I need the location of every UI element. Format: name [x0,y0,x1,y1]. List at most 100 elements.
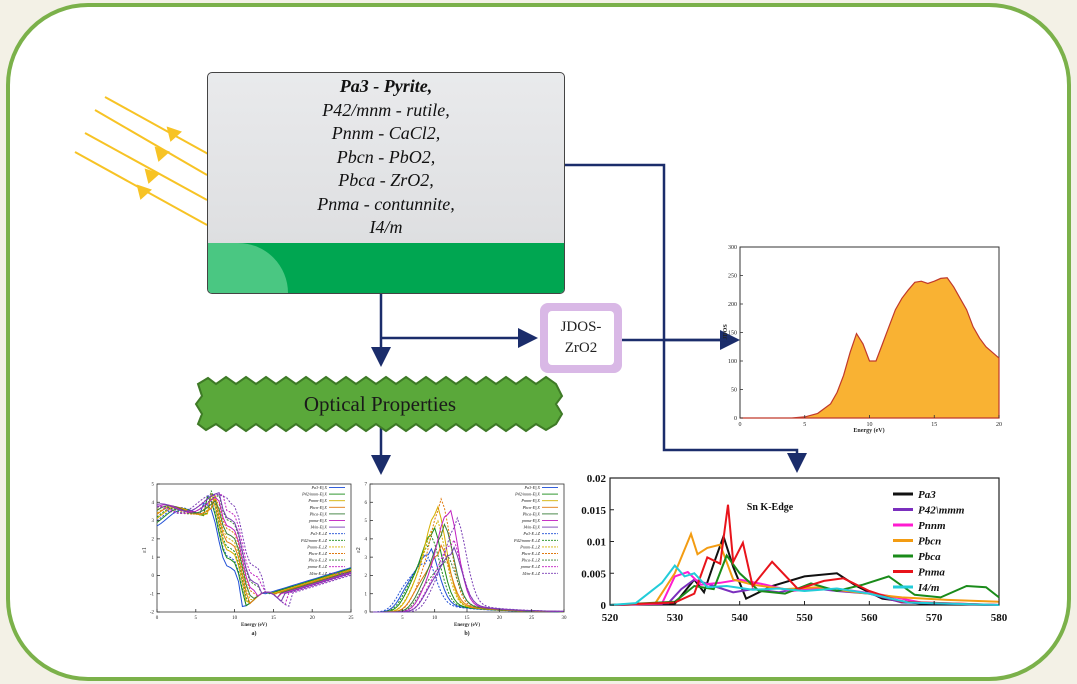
y-tick-label: 5 [152,483,155,488]
x-tick-label: 5 [401,616,404,621]
y-tick-label: 3 [365,556,368,561]
y-tick-label: 1 [365,592,368,597]
y-tick-label: 1 [152,556,155,561]
x-tick-label: 540 [731,612,748,624]
x-tick-label: 530 [667,612,684,624]
legend-label: I4/m-E||X [523,525,541,530]
y-tick-label: 0 [152,574,155,579]
legend-label: Pbca-E⊥Z [520,558,540,563]
jdos-zro2-label: JDOS- ZrO2 [548,311,614,365]
crystal-phases-panel: Pa3 - Pyrite, P42/mnm - rutile, Pnnm - C… [207,72,565,294]
phase-pyrite: Pa3 - Pyrite, [339,76,433,96]
legend-label: Pa3-E⊥Z [309,531,327,536]
y-tick-label: 50 [731,388,737,394]
x-tick-label: 10 [432,616,438,621]
legend-label: Pbcn-E||X [522,505,541,510]
y-tick-label: 0 [601,600,607,612]
legend-label: I4/m-E⊥Z [308,571,327,576]
legend-label: I4/m [917,582,940,594]
y-tick-label: 0.01 [587,537,606,549]
optical-properties-badge [194,375,564,433]
legend-label: Pbca-E||X [522,511,541,516]
legend-label: Pbcn-E||X [309,505,328,510]
x-tick-label: 20 [996,422,1002,428]
eps2-xlabel: Energy (eV) [454,623,480,628]
y-tick-label: 250 [728,274,737,280]
x-tick-label: 10 [867,422,873,428]
phase-i4m: I4/m [369,217,403,237]
series-line-i4m [609,564,1000,606]
legend-label: P42\mmm [918,505,965,517]
eps1-ylabel: ε1 [142,547,148,553]
y-tick-label: 300 [728,245,737,251]
y-tick-label: 100 [728,359,737,365]
legend-label: pnma-E⊥Z [520,564,541,569]
x-tick-label: 580 [991,612,1008,624]
phase-list: Pa3 - Pyrite, P42/mnm - rutile, Pnnm - C… [208,75,564,240]
arrow-to-sn-k-edge [662,340,807,473]
y-tick-label: 5 [365,519,368,524]
y-tick-label: 4 [365,538,368,543]
legend-label: Pbcn-E⊥Z [307,551,327,556]
legend-label: P42/mnm-E||X [301,492,327,497]
eps2-panel-label: b) [464,630,469,637]
legend-label: Pa3-E||X [523,485,540,490]
y-tick-label: -1 [150,592,155,597]
eps-curve [156,499,352,599]
flow-arrows [371,163,807,475]
eps-curve [370,556,564,613]
x-tick-label: 15 [465,616,471,621]
xas-plot-area [609,477,1000,606]
x-tick-label: 5 [803,422,806,428]
jdos-zro2-box: JDOS- ZrO2 [540,303,622,373]
eps2-ylabel: ε2 [356,547,362,553]
legend-label: P42/mnm-E⊥Z [513,538,541,543]
legend-label: Pbcn [918,536,941,548]
eps-curve [156,496,352,599]
y-tick-label: 3 [152,519,155,524]
phase-rutile: P42/mnm - rutile, [322,99,450,120]
y-tick-label: 0.005 [581,568,606,580]
eps1-xlabel: Energy (eV) [241,623,267,628]
x-tick-label: 560 [861,612,878,624]
y-tick-label: 0.02 [587,473,607,485]
legend-label: Pnnm-E⊥Z [306,544,327,549]
x-tick-label: 5 [195,616,198,621]
x-tick-label: 10 [232,616,238,621]
series-line-pnma [609,504,1000,606]
epsilon2-chart: 5 10 15 20 25 30 0 1 2 3 4 5 6 7 Pa3-E||X P42/mnm-E||… [356,483,567,637]
legend-label: Pa3-E||X [310,485,327,490]
x-tick-label: 15 [271,616,277,621]
y-tick-label: 0 [734,416,737,422]
series-line-pbcn [609,530,1000,606]
legend-label: P42/mnm-E||X [514,492,540,497]
xas-title: Sn K-Edge [747,502,794,513]
phase-contunnite: Pnma - contunnite, [317,193,455,214]
legend-label: Pa3-E⊥Z [522,531,540,536]
eps-curve [156,493,352,606]
x-tick-label: 550 [796,612,813,624]
sn-k-edge-chart: 520 530 540 550 560 570 580 0 0.005 0.01 0.015 0.0… [581,473,1008,624]
eps-curve [156,491,352,603]
legend-label: Pbca-E||X [309,511,328,516]
legend-label: Pnnm-E⊥Z [519,544,540,549]
y-tick-label: 0.015 [581,505,606,517]
legend-label: Pbca [918,551,941,563]
sunlight-rays-icon [74,96,211,226]
legend-label: Pbcn-E⊥Z [520,551,540,556]
x-tick-label: 0 [156,616,159,621]
phase-zro2: Pbca - ZrO2, [338,170,434,190]
y-tick-label: 0 [365,611,368,616]
legend-label: Pnnm-E||X [520,498,540,503]
x-tick-label: 20 [310,616,316,621]
epsilon1-chart: 0 5 10 15 20 25 -2 -1 0 1 2 3 4 5 Pa3-E||X P42/mnm-E|… [142,483,354,637]
x-tick-label: 20 [497,616,503,621]
y-tick-label: 2 [152,538,155,543]
legend-label: P42/mnm-E⊥Z [300,538,328,543]
legend-label: Pnnm-E||X [307,498,327,503]
legend-label: pnma-E||X [308,518,328,523]
phase-pbo2: Pbcn - PbO2, [336,146,436,167]
jdos-box-line1: JDOS- [560,319,602,335]
y-tick-label: 4 [152,501,155,506]
